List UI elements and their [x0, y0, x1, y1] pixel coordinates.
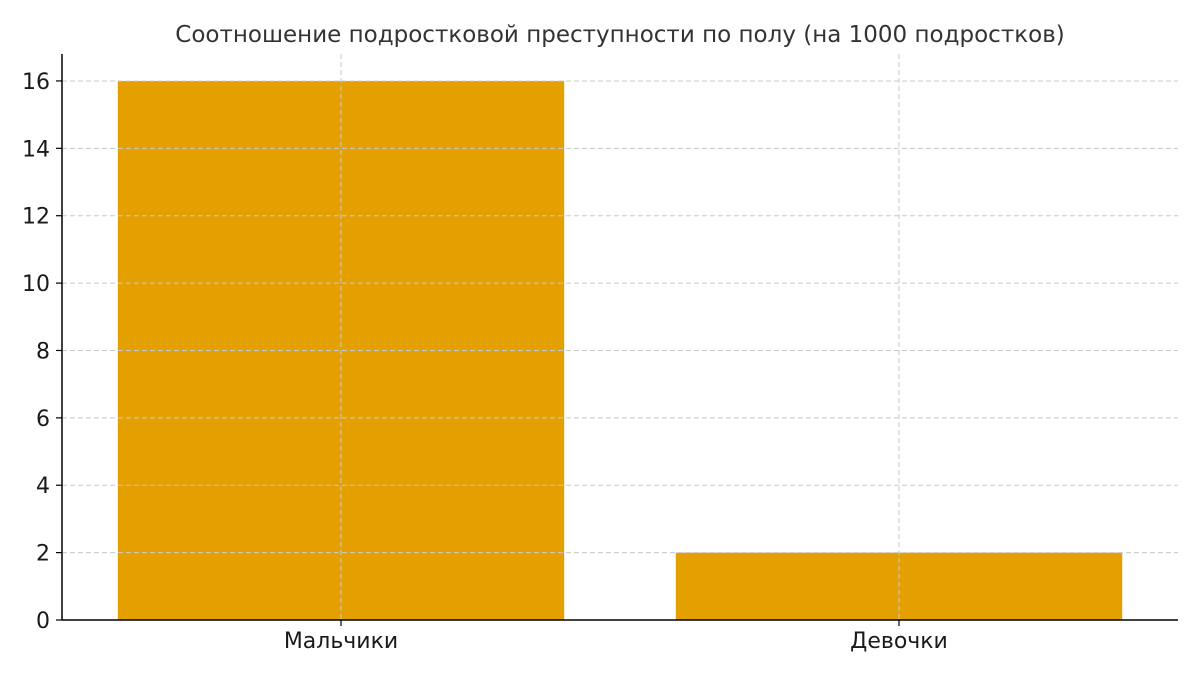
y-tick-label: 10 — [22, 272, 50, 297]
y-tick-label: 8 — [36, 339, 50, 364]
bars — [117, 80, 1123, 620]
x-tick-label: Девочки — [850, 629, 948, 654]
grid-lines — [62, 54, 1178, 620]
y-tick-label: 2 — [36, 542, 50, 567]
y-tick-label: 0 — [36, 609, 50, 634]
x-axis-ticks: Мальчики Девочки — [284, 620, 948, 654]
y-tick-label: 16 — [22, 70, 50, 95]
y-tick-label: 14 — [22, 137, 50, 162]
chart-title: Соотношение подростковой преступности по… — [175, 22, 1064, 48]
y-tick-label: 6 — [36, 407, 50, 432]
x-tick-label: Мальчики — [284, 629, 398, 654]
y-axis-ticks: 0 2 4 6 8 10 12 14 16 — [22, 70, 62, 634]
y-tick-label: 12 — [22, 205, 50, 230]
y-tick-label: 4 — [36, 474, 50, 499]
